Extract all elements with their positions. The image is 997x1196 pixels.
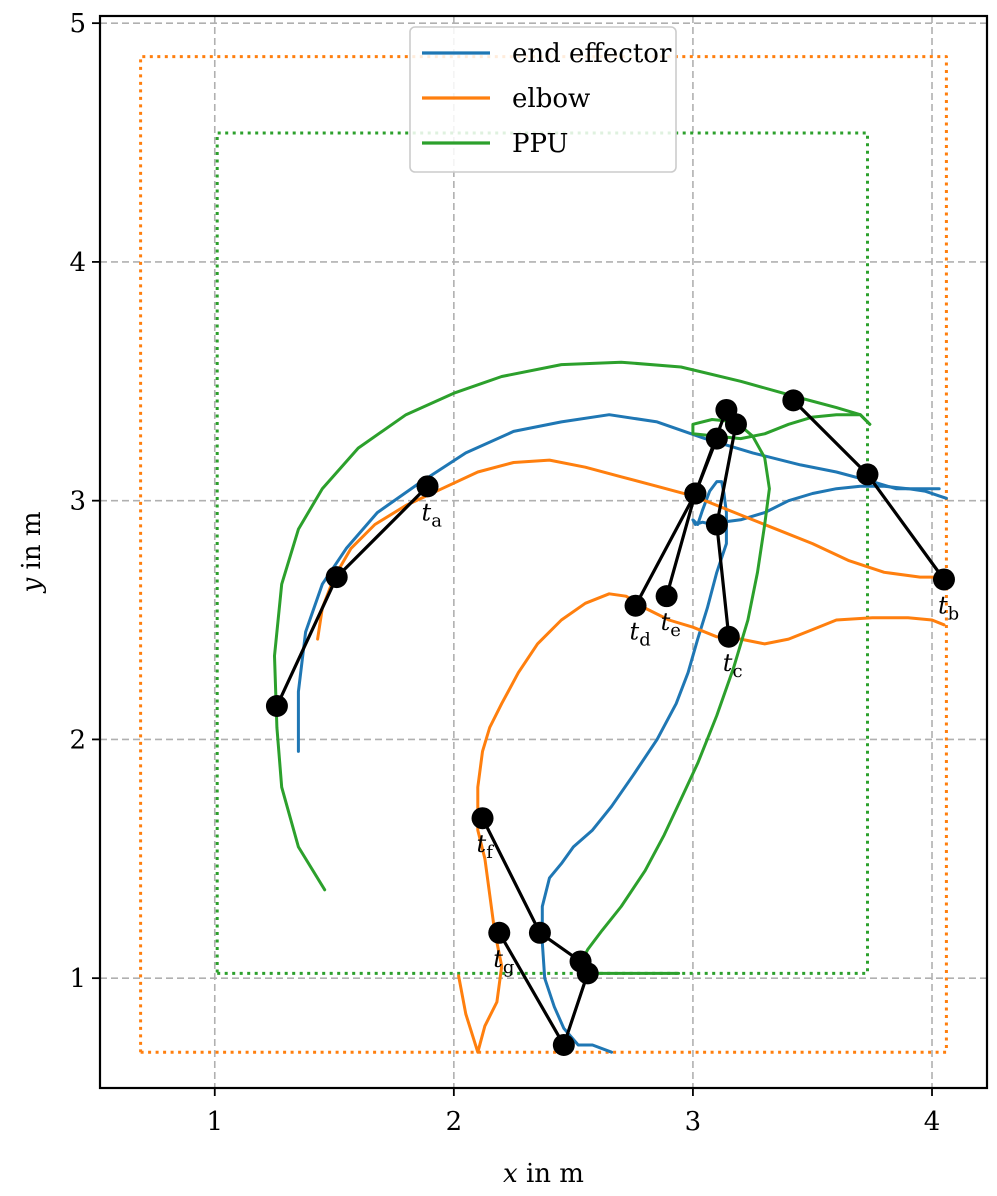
legend-entry-label: end effector bbox=[512, 39, 672, 69]
x-axis-label: x in m bbox=[503, 1159, 584, 1189]
arm-joint-marker bbox=[576, 962, 599, 985]
x-tick-label: 1 bbox=[206, 1107, 223, 1137]
arm-joint-marker bbox=[717, 625, 740, 648]
elbow-line bbox=[316, 458, 946, 641]
y-tick-label: 5 bbox=[69, 9, 86, 39]
arm-joint-marker bbox=[528, 921, 551, 944]
arm-joint-marker bbox=[715, 398, 738, 421]
arm-joint-marker bbox=[624, 594, 647, 617]
time-annotation-a: ta bbox=[422, 498, 443, 531]
time-annotation-f: tf bbox=[477, 830, 495, 863]
y-tick-label: 4 bbox=[69, 248, 86, 278]
x-tick-label: 3 bbox=[685, 1107, 702, 1137]
arm-joint-marker bbox=[471, 807, 494, 830]
elbow-line bbox=[457, 592, 946, 1054]
time-annotation-d: td bbox=[630, 618, 651, 651]
workspace-boundary-line bbox=[139, 55, 948, 1054]
arm-joint-marker bbox=[705, 513, 728, 536]
y-tick-label: 3 bbox=[69, 487, 86, 517]
ppu-line bbox=[576, 413, 872, 975]
y-tick-label: 2 bbox=[69, 725, 86, 755]
time-annotation-e: te bbox=[661, 608, 681, 641]
workspace-boundary-line bbox=[215, 131, 869, 975]
axis-ticks: 1 2 3 4 1 2 3 4 5 bbox=[69, 9, 940, 1137]
end-effector-line bbox=[540, 480, 948, 1054]
arm-joint-marker bbox=[782, 389, 805, 412]
ppu-line bbox=[273, 360, 872, 892]
time-annotation-b: tb bbox=[938, 591, 959, 624]
y-axis-label: y in m bbox=[17, 512, 47, 594]
plot-frame bbox=[98, 14, 989, 1090]
time-annotation-g: tg bbox=[493, 945, 514, 978]
legend-entry-label: elbow bbox=[512, 84, 590, 114]
arm-joint-marker bbox=[265, 694, 288, 717]
series-lines bbox=[273, 360, 948, 1054]
workspace-boxes bbox=[139, 55, 948, 1054]
x-tick-label: 4 bbox=[924, 1107, 941, 1137]
arm-joint-marker bbox=[552, 1034, 575, 1057]
end-effector-line bbox=[296, 413, 941, 753]
arm-joint-marker bbox=[684, 482, 707, 505]
arm-joint-marker bbox=[325, 566, 348, 589]
arm-joint-marker bbox=[856, 463, 879, 486]
arm-joint-marker bbox=[655, 585, 678, 608]
arm-joint-marker bbox=[705, 427, 728, 450]
legend: end effector elbow PPU bbox=[409, 26, 677, 173]
arm-joint-marker bbox=[488, 921, 511, 944]
time-annotation-c: tc bbox=[723, 649, 743, 682]
x-tick-label: 2 bbox=[446, 1107, 463, 1137]
arm-joint-marker bbox=[932, 568, 955, 591]
legend-entry-label: PPU bbox=[512, 129, 568, 159]
arm-joint-marker bbox=[416, 475, 439, 498]
y-tick-label: 1 bbox=[69, 964, 86, 994]
legend-box bbox=[409, 26, 677, 173]
